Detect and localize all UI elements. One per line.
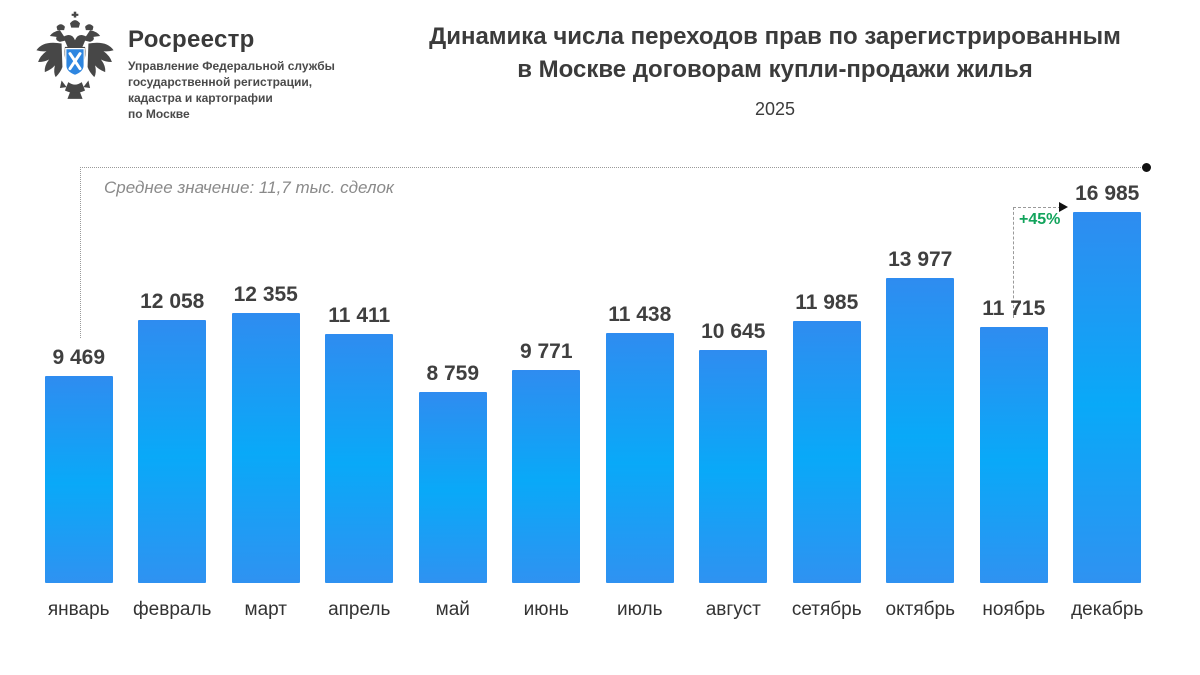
bar-value-label: 9 469 (52, 346, 106, 369)
month-label: октябрь (885, 599, 955, 620)
month-label: март (244, 599, 287, 620)
bar (979, 327, 1048, 583)
brand-department-line: кадастра и картографии (128, 91, 273, 105)
bar-value-label: 11 438 (608, 303, 672, 326)
bar-value-label: 11 411 (328, 304, 391, 327)
bar-value-label: 13 977 (888, 248, 953, 271)
bar-slot: 11 438 (593, 303, 687, 583)
average-annotation-line-horizontal (80, 167, 1147, 168)
brand-block: Росреестр Управление Федеральной службы … (128, 26, 335, 122)
growth-percent-label: +45% (1019, 211, 1061, 228)
month-label: август (705, 599, 761, 620)
month-label: май (435, 599, 470, 620)
month-label: ноябрь (982, 599, 1046, 620)
brand-department-line: по Москве (128, 107, 190, 121)
bar (44, 376, 113, 583)
bar-slot: 8 759 (406, 362, 500, 583)
bar-value-label: 16 985 (1075, 182, 1140, 205)
bar (699, 350, 768, 583)
bar-slot: 16 985 (1061, 182, 1155, 583)
month-label: февраль (133, 599, 212, 620)
bar-value-label: 12 058 (140, 290, 205, 313)
month-label: декабрь (1071, 599, 1144, 620)
bar (418, 392, 487, 583)
bar-slot: 12 058 (126, 290, 220, 583)
month-label: январь (47, 599, 110, 620)
month-label: июль (617, 599, 663, 620)
chart-title-block: Динамика числа переходов прав по зарегис… (370, 20, 1180, 120)
bar-value-label: 8 759 (426, 362, 480, 385)
x-axis-month-labels: январь февраль март апрель май июнь июль август… (32, 599, 1154, 621)
bar-slot: 9 469 (32, 346, 126, 583)
month-label: апрель (328, 599, 391, 620)
bar-value-label: 12 355 (233, 283, 298, 306)
bar-slot: 11 985 (780, 291, 874, 583)
bar (231, 313, 300, 583)
brand-name: Росреестр (128, 26, 255, 53)
growth-annotation-arrowhead-icon (1059, 202, 1068, 212)
bar (605, 333, 674, 583)
month-label: июнь (523, 599, 569, 620)
bar-slot: 11 715 (967, 297, 1061, 583)
brand-department: Управление Федеральной службы государств… (128, 58, 335, 122)
bar-slot: 10 645 (687, 320, 781, 583)
bar-slot: 12 355 (219, 283, 313, 583)
average-annotation-line-vertical (80, 167, 81, 338)
bar (886, 278, 955, 583)
bar-value-label: 10 645 (701, 320, 766, 343)
bar (325, 334, 394, 583)
bar-value-label: 11 985 (795, 291, 859, 314)
bar-chart-plot-area: 9 469 12 058 12 355 11 411 8 759 9 771 11 438 1… (32, 160, 1154, 583)
bar-slot: 11 411 (313, 304, 407, 583)
brand-department-line: государственной регистрации, (128, 75, 313, 89)
rosreestr-eagle-logo (36, 11, 114, 99)
brand-department-line: Управление Федеральной службы (128, 59, 335, 73)
bar (792, 321, 861, 583)
growth-annotation-line-horizontal (1013, 207, 1061, 208)
bar-slot: 13 977 (874, 248, 968, 583)
bar-value-label: 11 715 (982, 297, 1046, 320)
chart-year-subtitle: 2025 (754, 99, 796, 119)
bar (138, 320, 207, 583)
month-label: сетябрь (791, 599, 862, 620)
chart-title: в Москве договорам купли-продажи жилья (517, 56, 1033, 83)
bar-slot: 9 771 (500, 340, 594, 583)
average-annotation-endpoint-dot (1142, 163, 1151, 172)
growth-annotation-line-vertical (1013, 207, 1014, 318)
bar (1073, 212, 1142, 583)
average-value-label: Среднее значение: 11,7 тыс. сделок (104, 178, 394, 197)
bar-value-label: 9 771 (519, 340, 573, 363)
chart-title: Динамика числа переходов прав по зарегис… (429, 23, 1121, 50)
bar (512, 370, 581, 583)
